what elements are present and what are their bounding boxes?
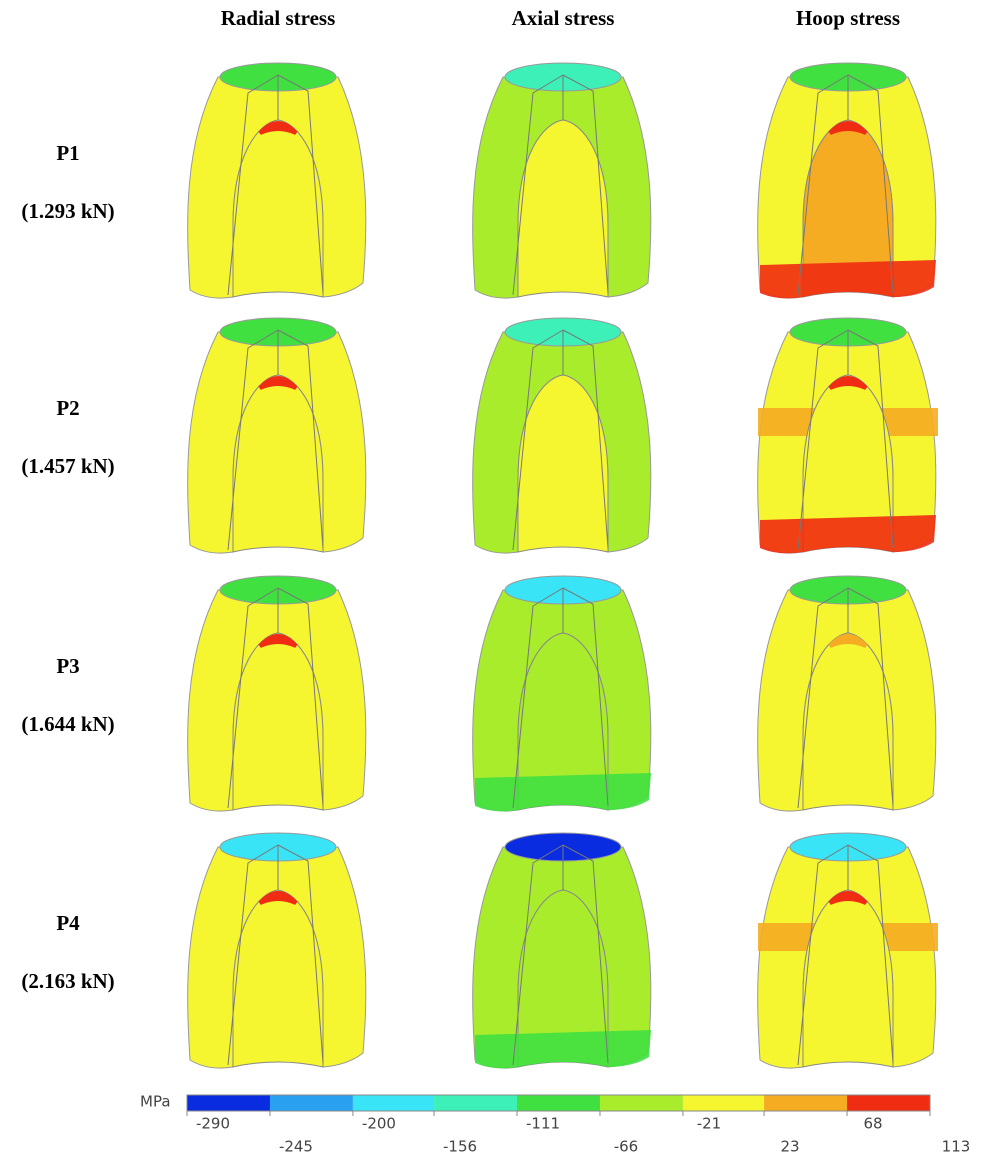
stress-model [472,62,652,299]
model-apex [828,891,868,905]
colorbar-segment [269,1095,353,1111]
row-label: P4 [56,911,80,935]
colorbar-tick-label: -200 [362,1115,396,1133]
stress-model [187,62,367,299]
stress-model [187,575,367,812]
model-bottom-band [760,260,936,299]
model-inner [802,889,894,1068]
model-inner [802,632,894,811]
column-header: Radial stress [221,6,336,30]
colorbar-segment [764,1095,848,1111]
model-edge [227,587,324,809]
model-edge [797,329,894,551]
model-inner [232,119,324,298]
model-edge [512,329,609,551]
colorbar-tick-label: -245 [279,1138,313,1156]
model-edge [797,587,894,809]
model-inner [232,889,324,1068]
row-load: (1.644 kN) [21,712,114,736]
model-edge [512,844,609,1066]
colorbar-segment [847,1095,930,1111]
row-load: (2.163 kN) [21,969,114,993]
model-apex [828,376,868,390]
row-load: (1.293 kN) [21,199,114,223]
model-inner [232,632,324,811]
colorbar-segment [517,1095,600,1111]
colorbar-tick-label: -290 [196,1115,230,1133]
model-inner [517,119,609,298]
row-load: (1.457 kN) [21,454,114,478]
colorbar-segment [187,1095,270,1111]
colorbar-tick-label: 68 [863,1115,882,1133]
model-apex [258,891,298,905]
colorbar-unit: MPa [140,1093,171,1111]
stress-model [472,575,652,812]
model-edge [227,329,324,551]
model-bottom-band [475,1030,651,1069]
colorbar-segment [682,1095,765,1111]
model-apex [258,634,298,648]
colorbar-segment [599,1095,683,1111]
model-edge [797,74,894,296]
colorbar-tick-label: -111 [526,1115,560,1133]
row-label: P1 [56,141,79,165]
stress-model [757,575,937,812]
colorbar-tick-label: 23 [781,1138,800,1156]
stress-model [757,832,938,1069]
model-inner [517,374,609,553]
colorbar-tick-label: -66 [614,1138,639,1156]
model-apex [258,376,298,390]
model-apex [828,121,868,135]
colorbar-frame [186,1094,931,1112]
model-bottom-band [475,773,651,812]
model-edge [797,844,894,1066]
row-label: P2 [56,396,79,420]
stress-model [187,832,367,1069]
stress-model [757,62,937,299]
colorbar-tick-label: -156 [443,1138,477,1156]
colorbar-tick-label: -21 [697,1115,722,1133]
model-apex [828,634,868,648]
colorbar-segment [352,1095,435,1111]
column-header: Axial stress [512,6,615,30]
colorbar-segment [434,1095,518,1111]
stress-model [757,317,938,554]
column-header: Hoop stress [796,6,900,30]
stress-model [472,317,652,554]
model-edge [227,844,324,1066]
row-label: P3 [56,654,79,678]
model-edge [512,587,609,809]
colorbar-tick-label: 113 [942,1138,971,1156]
model-apex [258,121,298,135]
model-edge [512,74,609,296]
stress-model [472,832,652,1069]
stress-model [187,317,367,554]
model-inner [232,374,324,553]
model-edge [227,74,324,296]
model-bottom-band [760,515,936,554]
